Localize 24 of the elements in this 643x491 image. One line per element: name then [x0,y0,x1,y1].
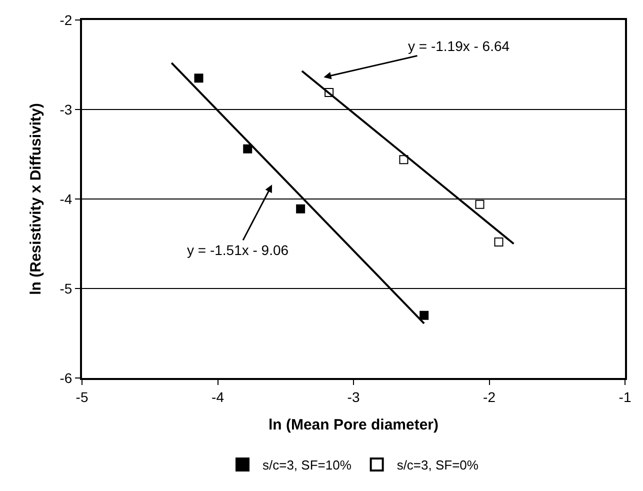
annotation: y = -1.19x - 6.64 [408,38,510,54]
legend-label: s/c=3, SF=0% [396,458,479,473]
point [475,200,484,209]
x-tick-label: -1 [618,388,632,405]
x-tick-label: -5 [76,388,88,405]
point [243,144,252,154]
point [420,310,429,320]
legend-label: s/c=3, SF=10% [262,458,352,473]
point [494,237,504,246]
x-tick-label: -3 [347,388,360,405]
y-tick-label: -4 [60,190,72,207]
x-tick-label: -4 [212,388,224,405]
x-tick-label: -2 [483,388,496,405]
point [296,204,306,214]
point [324,88,334,97]
y-tick-label: -2 [60,12,72,28]
y-tick-label: -5 [60,280,72,296]
x-axis-title: ln (Mean Pore diameter) [268,416,439,434]
point [399,155,408,164]
point [194,74,204,83]
y-axis-title: ln (Resistivity x Diffusivity) [27,103,44,295]
y-tick-label: -3 [60,101,72,118]
y-tick-label: -6 [60,370,72,386]
annotation: y = -1.51x - 9.06 [187,242,289,258]
